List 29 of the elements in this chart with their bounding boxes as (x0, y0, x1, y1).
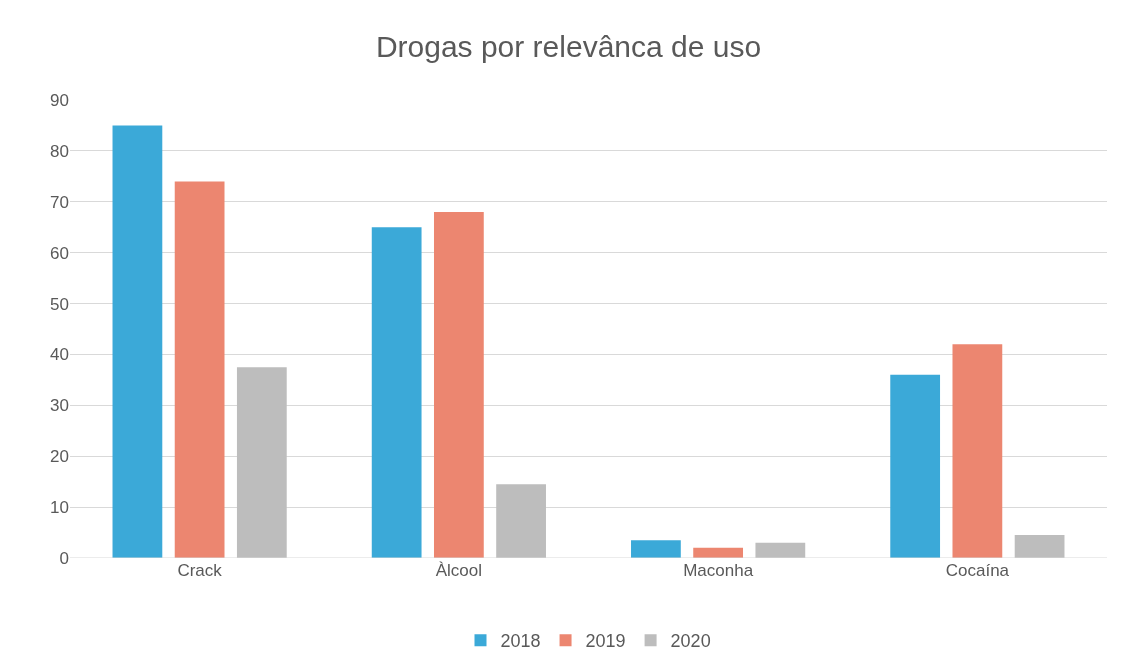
y-tick-label: 30 (50, 396, 69, 416)
legend-label: 2019 (585, 631, 626, 652)
bar (236, 367, 287, 558)
y-tick-label: 20 (50, 447, 69, 467)
bar (174, 181, 225, 558)
x-tick-label: Maconha (683, 561, 754, 580)
y-tick-label: 80 (50, 141, 69, 161)
bar (631, 540, 681, 558)
y-tick-label: 10 (50, 498, 69, 518)
x-tick-label: Cocaína (945, 561, 1010, 580)
y-tick-label: 0 (59, 548, 69, 568)
bar (755, 542, 806, 558)
bar (496, 484, 546, 558)
y-tick-label: 50 (50, 294, 69, 314)
x-tick-label: Àlcool (435, 561, 483, 580)
bar (112, 125, 163, 558)
legend-label: 2018 (500, 631, 541, 652)
y-tick-label: 90 (50, 90, 69, 110)
bar (371, 227, 422, 558)
bar (952, 344, 1003, 558)
bar (433, 211, 484, 558)
legend-label: 2020 (670, 631, 711, 652)
x-tick-label: Crack (177, 561, 223, 580)
y-tick-label: 70 (50, 192, 69, 212)
bar (1014, 535, 1065, 558)
y-tick-label: 60 (50, 243, 69, 263)
chart-title: Drogas por relevânca de uso (375, 30, 762, 64)
y-tick-label: 40 (50, 345, 69, 365)
bar (890, 374, 941, 558)
